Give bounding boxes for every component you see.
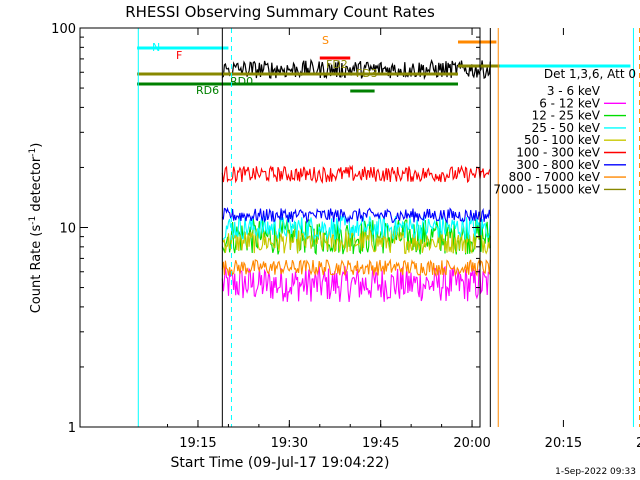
series-line	[221, 206, 491, 225]
y-axis-label: Count Rate (s-1 detector-1)	[28, 143, 44, 314]
x-axis-ticks: 19:15 19:30 19:45 20:00 20:15 20:30	[167, 28, 640, 451]
flag-label: N	[152, 41, 160, 54]
legend-label: 6 - 12 keV	[539, 96, 601, 110]
y-axis-ticks: 1 10 100	[51, 22, 480, 436]
series-line	[222, 214, 491, 242]
legend-label: 300 - 800 keV	[516, 158, 600, 172]
x-tick-label: 20:00	[453, 436, 490, 451]
flag-label: F	[176, 49, 182, 62]
x-tick-label: 19:45	[362, 436, 399, 451]
flag-label: S	[322, 34, 329, 47]
y-axis-label-part: Count Rate (s	[29, 225, 44, 314]
x-tick-label: 20:15	[545, 436, 582, 451]
legend-label: 100 - 300 keV	[516, 146, 600, 160]
flag-label: RD6	[196, 84, 219, 97]
flag-layer: N F S FD2 FD3 RD0 RD6	[137, 34, 631, 97]
legend-label: 800 - 7000 keV	[509, 170, 601, 184]
flag-label: FD2	[326, 58, 348, 71]
series-line	[221, 265, 491, 302]
y-axis-label-part: )	[29, 143, 44, 148]
x-tick-label: 19:15	[179, 436, 216, 451]
legend-label: 3 - 6 keV	[547, 84, 601, 98]
x-axis-label: Start Time (09-Jul-17 19:04:22)	[170, 455, 389, 471]
timestamp: 1-Sep-2022 09:33	[555, 467, 636, 477]
y-axis-label-part: detector	[29, 156, 44, 216]
x-tick-label: 20:30	[636, 436, 640, 451]
series-line	[221, 258, 491, 278]
flag-label: RD0	[230, 75, 253, 88]
series-line	[221, 227, 491, 255]
chart-title: RHESSI Observing Summary Count Rates	[125, 3, 435, 21]
series-layer	[221, 58, 491, 302]
y-axis-label-exponent: -1	[28, 216, 38, 225]
legend-header: Det 1,3,6, Att 0	[544, 67, 636, 81]
legend-label: 12 - 25 keV	[532, 109, 601, 123]
legend-label: 50 - 100 keV	[524, 133, 601, 147]
series-line	[221, 164, 491, 185]
x-tick-label: 19:30	[271, 436, 308, 451]
series-line	[221, 58, 491, 81]
legend-label: 7000 - 15000 keV	[493, 182, 600, 196]
y-tick-label: 100	[51, 22, 76, 37]
y-tick-label: 10	[59, 222, 76, 237]
flag-label: FD3	[356, 67, 378, 80]
legend-label: 25 - 50 keV	[532, 121, 601, 135]
y-tick-label: 1	[68, 421, 76, 436]
y-axis-label-exponent: -1	[28, 148, 38, 157]
